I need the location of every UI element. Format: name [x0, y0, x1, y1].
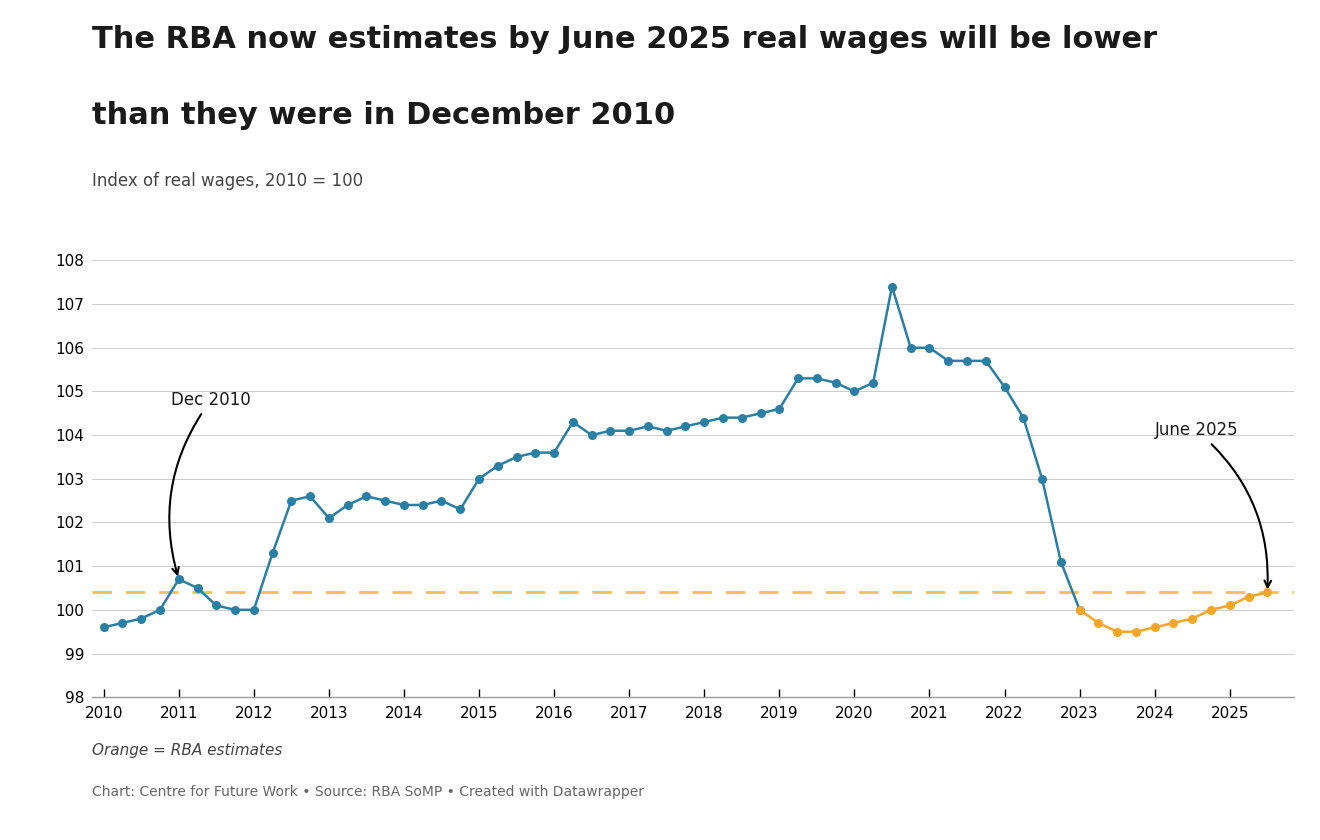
- Point: [1106, 625, 1127, 638]
- Point: [1163, 617, 1184, 630]
- Text: than they were in December 2010: than they were in December 2010: [92, 101, 676, 130]
- Point: [206, 599, 227, 612]
- Point: [337, 498, 358, 512]
- Point: [393, 498, 414, 512]
- Point: [975, 354, 997, 368]
- Point: [750, 407, 771, 420]
- Point: [768, 402, 789, 416]
- Point: [581, 428, 602, 442]
- Point: [638, 420, 659, 433]
- Point: [1031, 472, 1052, 486]
- Point: [919, 341, 940, 354]
- Point: [243, 603, 264, 617]
- Point: [112, 617, 133, 630]
- Point: [1088, 617, 1109, 630]
- Point: [318, 512, 339, 525]
- Point: [168, 573, 189, 586]
- Point: [544, 446, 565, 459]
- Point: [807, 371, 828, 385]
- Point: [1220, 599, 1241, 612]
- Point: [281, 494, 302, 507]
- Point: [263, 546, 284, 559]
- Point: [619, 424, 640, 438]
- Point: [356, 490, 378, 503]
- Text: The RBA now estimates by June 2025 real wages will be lower: The RBA now estimates by June 2025 real …: [92, 25, 1158, 55]
- Text: June 2025: June 2025: [1155, 422, 1271, 587]
- Point: [825, 376, 846, 390]
- Point: [1238, 590, 1259, 603]
- Point: [506, 450, 527, 464]
- Point: [430, 494, 451, 507]
- Point: [599, 424, 620, 438]
- Point: [937, 354, 958, 368]
- Point: [731, 411, 752, 424]
- Point: [450, 502, 471, 516]
- Point: [957, 354, 978, 368]
- Point: [412, 498, 433, 512]
- Text: Orange = RBA estimates: Orange = RBA estimates: [92, 743, 282, 759]
- Point: [487, 459, 508, 472]
- Point: [713, 411, 734, 424]
- Point: [656, 424, 677, 438]
- Text: Chart: Centre for Future Work • Source: RBA SoMP • Created with Datawrapper: Chart: Centre for Future Work • Source: …: [92, 785, 644, 800]
- Point: [525, 446, 546, 459]
- Point: [131, 612, 152, 625]
- Point: [469, 472, 490, 486]
- Point: [1069, 603, 1090, 617]
- Point: [1181, 612, 1203, 625]
- Point: [1126, 625, 1147, 638]
- Point: [1051, 555, 1072, 569]
- Point: [94, 621, 115, 634]
- Point: [843, 385, 865, 398]
- Point: [149, 603, 170, 617]
- Point: [882, 280, 903, 293]
- Point: [1069, 603, 1090, 617]
- Point: [375, 494, 396, 507]
- Point: [788, 371, 809, 385]
- Point: [694, 415, 715, 428]
- Point: [562, 415, 583, 428]
- Point: [187, 581, 209, 595]
- Point: [994, 381, 1015, 394]
- Point: [1257, 585, 1278, 599]
- Point: [675, 420, 696, 433]
- Point: [863, 376, 884, 390]
- Point: [900, 341, 921, 354]
- Text: Dec 2010: Dec 2010: [169, 391, 251, 575]
- Point: [1144, 621, 1166, 634]
- Point: [1200, 603, 1221, 617]
- Point: [300, 490, 321, 503]
- Point: [224, 603, 246, 617]
- Point: [1012, 411, 1034, 424]
- Text: Index of real wages, 2010 = 100: Index of real wages, 2010 = 100: [92, 172, 363, 190]
